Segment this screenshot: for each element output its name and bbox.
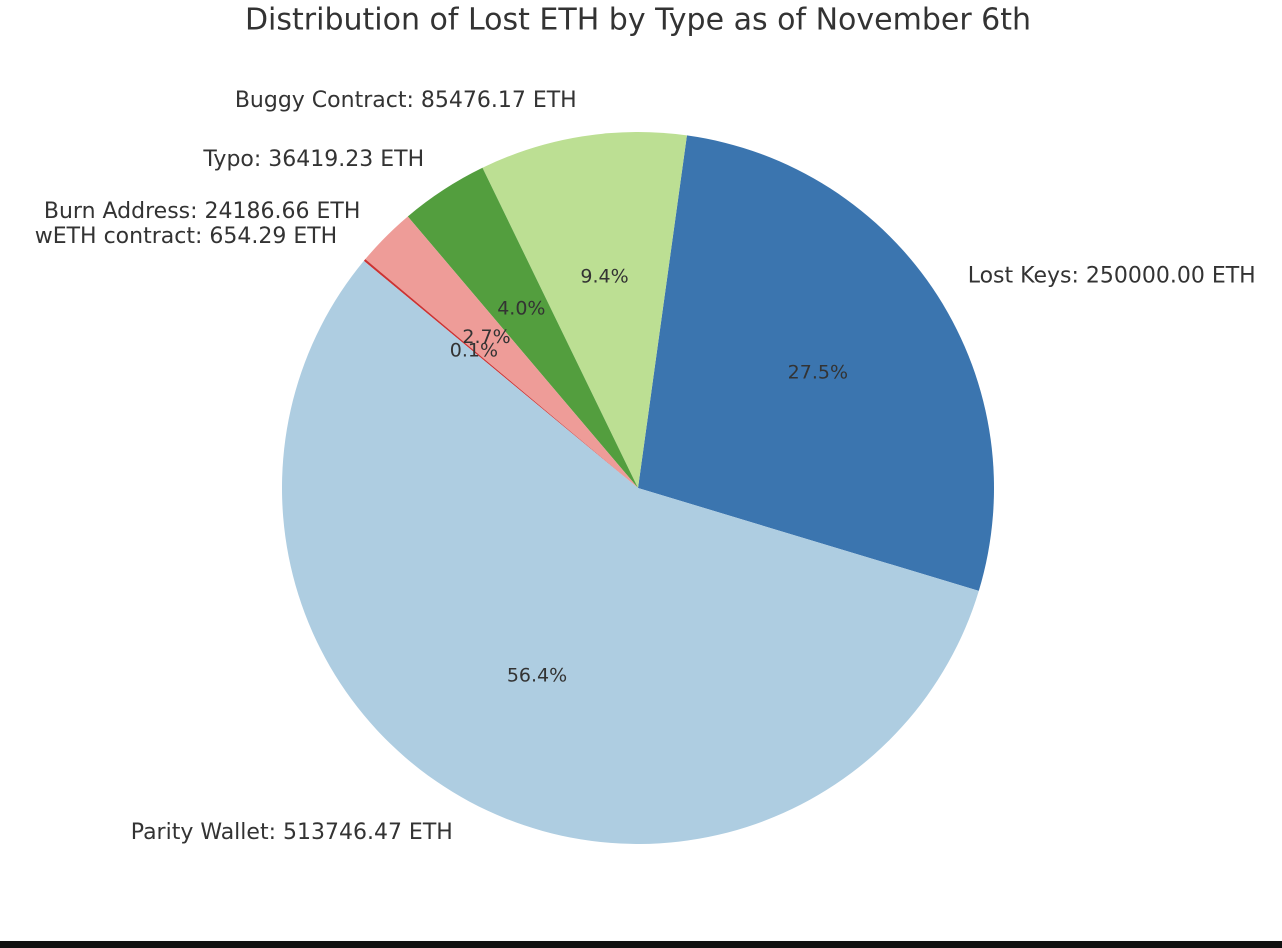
slice-label: Parity Wallet: 513746.47 ETH	[131, 820, 453, 845]
pie-slice	[407, 167, 638, 488]
slice-label: Lost Keys: 250000.00 ETH	[968, 264, 1256, 289]
pie-slice	[365, 216, 638, 488]
slice-label: Burn Address: 24186.66 ETH	[44, 199, 361, 224]
percent-label: 9.4%	[580, 266, 628, 288]
percent-label: 4.0%	[497, 298, 545, 320]
slice-label: Buggy Contract: 85476.17 ETH	[235, 88, 577, 113]
percent-label: 2.7%	[462, 326, 510, 348]
pie-slice	[638, 135, 994, 591]
slice-label: Typo: 36419.23 ETH	[202, 147, 424, 172]
percent-label: 0.1%	[450, 340, 498, 362]
percent-label: 27.5%	[788, 361, 848, 383]
pie-slice	[363, 259, 638, 488]
pie-slice	[282, 260, 979, 845]
pie-slice	[482, 131, 687, 488]
percent-label: 56.4%	[507, 665, 567, 687]
bottom-bar	[0, 941, 1282, 948]
slice-label: wETH contract: 654.29 ETH	[35, 224, 338, 249]
chart-title: Distribution of Lost ETH by Type as of N…	[245, 3, 1031, 38]
